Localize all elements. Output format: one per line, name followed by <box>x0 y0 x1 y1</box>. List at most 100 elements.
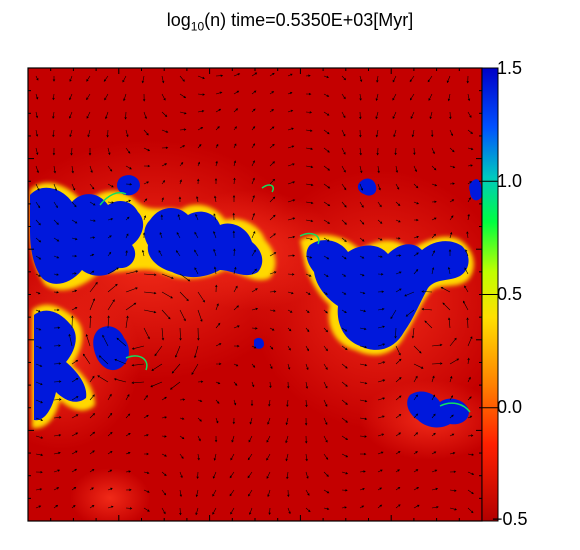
velocity-arrow <box>431 250 435 257</box>
velocity-arrow <box>35 363 43 367</box>
cloud-top-right-filament <box>357 178 377 196</box>
velocity-arrow <box>413 218 419 222</box>
velocity-arrow <box>179 162 184 167</box>
velocity-arrow <box>125 233 129 239</box>
colorbar-label-1-0: 1.0 <box>497 171 523 191</box>
velocity-arrow <box>431 451 437 455</box>
velocity-arrow <box>179 273 191 282</box>
velocity-arrow <box>449 489 457 492</box>
velocity-arrow <box>269 345 274 350</box>
velocity-arrow <box>405 309 415 317</box>
velocity-arrow <box>449 358 460 365</box>
velocity-arrow <box>170 381 181 390</box>
velocity-arrow <box>341 471 349 475</box>
velocity-arrow <box>215 362 222 366</box>
velocity-arrow <box>143 273 157 276</box>
cloud-small-core <box>254 337 264 349</box>
velocity-arrow <box>269 143 275 149</box>
velocity-arrow <box>377 397 386 401</box>
velocity-arrow <box>53 416 62 419</box>
velocity-arrow <box>89 315 92 329</box>
velocity-arrow <box>448 249 452 256</box>
velocity-arrow <box>161 471 167 477</box>
velocity-arrow <box>215 91 223 95</box>
velocity-arrow <box>161 416 168 419</box>
velocity-arrow <box>215 343 222 347</box>
chart-title: log10(n) time=0.5350E+03[Myr] <box>166 10 414 34</box>
velocity-arrow <box>197 110 205 113</box>
velocity-arrow <box>305 435 308 444</box>
velocity-arrow <box>359 363 368 367</box>
velocity-arrow <box>71 450 78 455</box>
velocity-arrow <box>53 201 58 209</box>
velocity-arrow <box>267 489 271 498</box>
velocity-arrow <box>35 165 39 174</box>
velocity-arrow <box>440 287 451 293</box>
velocity-arrow <box>35 111 39 119</box>
cloud-top-left-filament <box>117 175 140 196</box>
velocity-arrow <box>179 291 189 302</box>
velocity-arrow <box>467 181 473 185</box>
velocity-arrow <box>431 394 435 401</box>
velocity-arrow <box>53 165 56 174</box>
velocity-arrow <box>125 147 131 154</box>
velocity-arrow <box>431 375 435 383</box>
velocity-arrow <box>430 129 434 138</box>
velocity-arrow <box>116 337 127 347</box>
velocity-arrow <box>305 255 313 259</box>
velocity-arrow <box>377 183 381 191</box>
velocity-arrow <box>392 111 397 119</box>
velocity-arrow <box>212 507 217 515</box>
velocity-arrow <box>197 417 202 422</box>
velocity-arrow <box>233 344 240 348</box>
velocity-arrow <box>376 75 379 83</box>
velocity-arrow <box>104 93 109 101</box>
velocity-arrow <box>53 398 62 401</box>
velocity-arrow <box>131 381 145 384</box>
colorbar-label-0-0: 0.0 <box>497 397 523 417</box>
velocity-arrow <box>161 129 169 133</box>
velocity-arrow <box>179 398 186 401</box>
velocity-arrow <box>449 433 455 437</box>
velocity-arrow <box>323 453 329 460</box>
velocity-arrow <box>305 147 314 150</box>
velocity-arrow <box>269 214 276 221</box>
velocity-arrow <box>197 435 201 442</box>
velocity-arrow <box>251 381 255 388</box>
velocity-arrow <box>247 471 253 479</box>
velocity-arrow <box>179 471 183 479</box>
velocity-arrow <box>431 165 437 171</box>
velocity-arrow <box>251 231 256 239</box>
velocity-arrow <box>89 298 95 311</box>
velocity-arrow <box>107 165 113 172</box>
velocity-arrow <box>377 487 383 491</box>
velocity-arrow <box>431 487 439 491</box>
velocity-arrow <box>52 93 55 101</box>
velocity-arrow <box>341 417 348 423</box>
velocity-arrow <box>107 235 112 239</box>
velocity-arrow <box>323 309 328 314</box>
velocity-arrow <box>411 129 415 138</box>
velocity-arrow <box>377 273 384 276</box>
velocity-arrow <box>269 178 276 185</box>
velocity-arrow <box>305 129 313 132</box>
velocity-arrow <box>287 109 294 113</box>
velocity-arrow <box>194 267 199 275</box>
velocity-arrow <box>52 76 56 82</box>
velocity-arrow <box>429 111 433 120</box>
velocity-arrow <box>69 129 73 138</box>
velocity-arrow <box>341 489 348 492</box>
velocity-arrow <box>467 213 470 221</box>
velocity-arrow <box>161 146 169 150</box>
velocity-arrow <box>395 288 402 293</box>
velocity-arrow <box>215 399 220 404</box>
velocity-arrow <box>124 111 127 120</box>
velocity-arrow <box>286 399 289 408</box>
velocity-arrow <box>53 469 61 473</box>
velocity-arrow <box>323 93 330 97</box>
velocity-arrow <box>449 199 455 203</box>
velocity-arrow <box>89 165 93 173</box>
velocity-arrow <box>248 489 253 497</box>
velocity-arrow <box>71 272 77 275</box>
velocity-arrow <box>35 273 41 277</box>
